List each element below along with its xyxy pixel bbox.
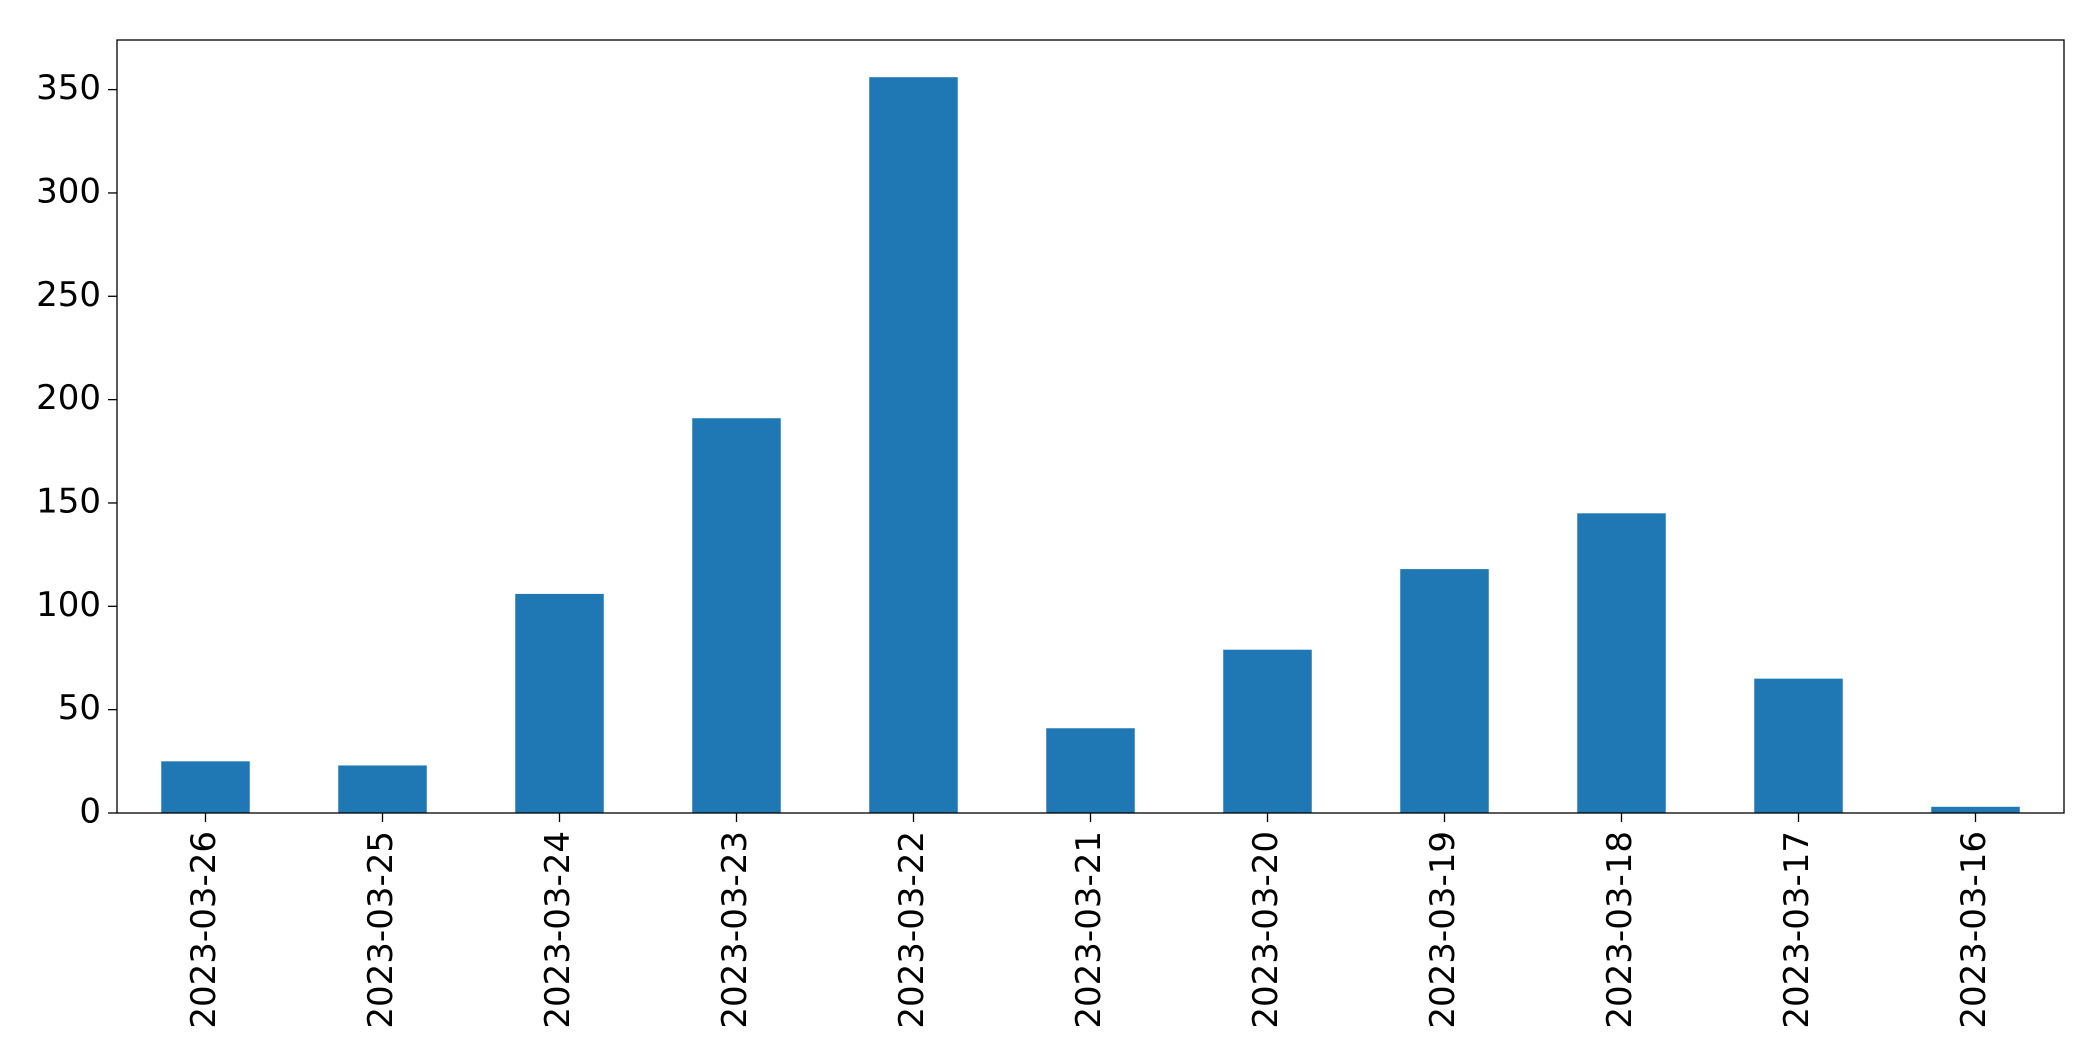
- x-tick-label: 2023-03-21: [1069, 831, 1109, 1029]
- bar: [1754, 678, 1843, 813]
- y-tick-label: 250: [36, 275, 101, 315]
- plot-frame: [116, 39, 2065, 814]
- x-tick-label: 2023-03-17: [1777, 831, 1817, 1029]
- bar: [1046, 728, 1135, 813]
- bar: [692, 418, 781, 813]
- y-tick-label: 350: [36, 68, 101, 108]
- y-tick-label: 100: [36, 585, 101, 625]
- y-tick-label: 300: [36, 171, 101, 211]
- bar: [515, 593, 604, 813]
- x-tick-label: 2023-03-23: [715, 831, 755, 1029]
- bar: [338, 765, 427, 813]
- bar: [1931, 806, 2020, 813]
- x-tick-label: 2023-03-25: [361, 831, 401, 1029]
- bar: [1577, 513, 1666, 813]
- y-tick-label: 50: [58, 688, 101, 728]
- y-tick-label: 150: [36, 481, 101, 521]
- bar: [869, 77, 958, 814]
- x-tick-label: 2023-03-24: [538, 831, 578, 1029]
- x-tick-label: 2023-03-20: [1246, 831, 1286, 1029]
- x-tick-label: 2023-03-26: [184, 831, 224, 1029]
- bar: [1223, 649, 1312, 813]
- x-tick-label: 2023-03-19: [1423, 831, 1463, 1029]
- y-tick-label: 200: [36, 378, 101, 418]
- x-tick-label: 2023-03-22: [892, 831, 932, 1029]
- x-tick-label: 2023-03-16: [1954, 831, 1994, 1029]
- bar: [1400, 569, 1489, 813]
- bar: [161, 761, 250, 813]
- x-tick-label: 2023-03-18: [1600, 831, 1640, 1029]
- y-tick-label: 0: [79, 792, 101, 832]
